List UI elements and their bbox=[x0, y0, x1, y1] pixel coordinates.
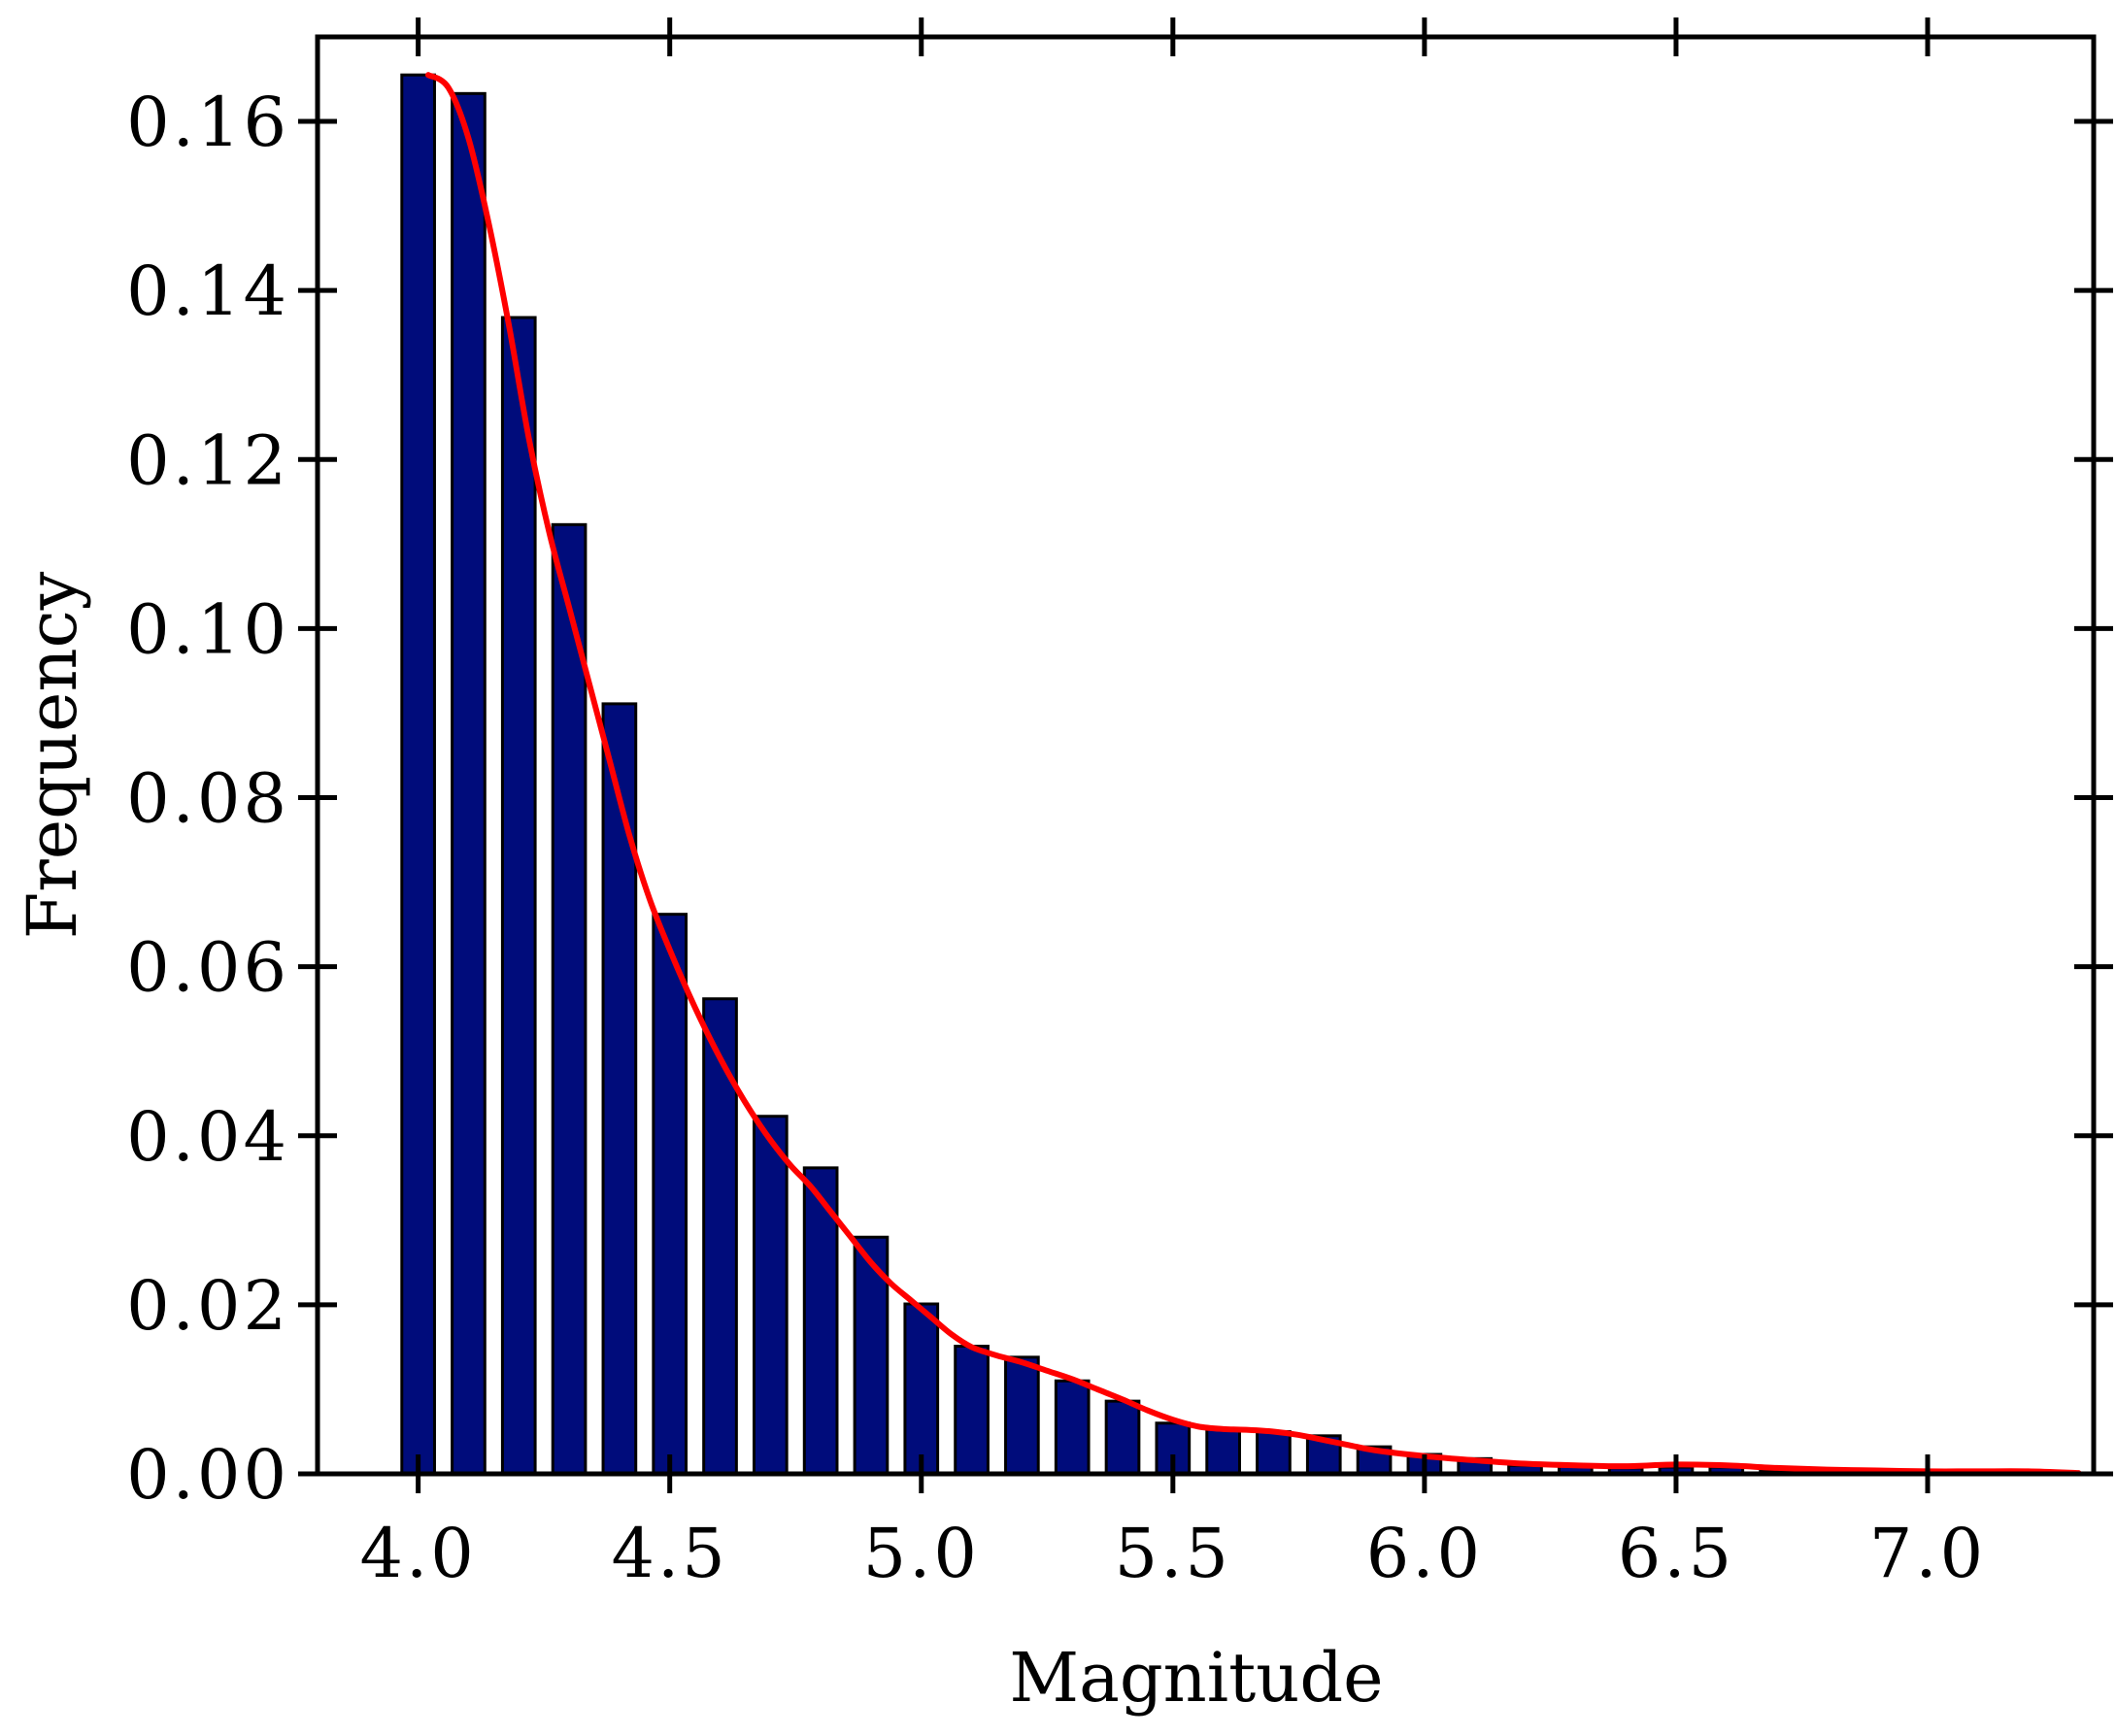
histogram-bar bbox=[1256, 1429, 1292, 1476]
histogram-bar bbox=[702, 997, 738, 1476]
tick-labels-layer: 4.0 4.5 5.0 5.5 6.0 6.5 7.0 0.00 0.02 0.04 0.06 0.0… bbox=[126, 83, 1986, 1593]
x-tick-label: 5.0 bbox=[863, 1514, 980, 1593]
y-tick-label: 0.12 bbox=[126, 420, 289, 500]
y-tick-label: 0.00 bbox=[126, 1435, 289, 1515]
histogram-bar bbox=[903, 1302, 940, 1476]
y-tick-label: 0.16 bbox=[126, 83, 289, 162]
density-curve-layer bbox=[424, 72, 2082, 1477]
histogram-bar bbox=[551, 522, 588, 1476]
y-axis-title: Frequency bbox=[13, 571, 92, 939]
plot-frame bbox=[315, 34, 2097, 1477]
y-tick-label: 0.14 bbox=[126, 251, 289, 331]
y-tick-label: 0.06 bbox=[126, 928, 289, 1008]
x-tick-label: 4.5 bbox=[612, 1514, 728, 1593]
y-tick-label: 0.02 bbox=[126, 1266, 289, 1346]
y-tick-label: 0.08 bbox=[126, 759, 289, 839]
x-tick-label: 7.0 bbox=[1869, 1514, 1986, 1593]
histogram-bar bbox=[601, 702, 638, 1476]
histogram-bar bbox=[500, 316, 537, 1476]
x-axis-title: Magnitude bbox=[1009, 1638, 1383, 1718]
x-tick-label: 4.0 bbox=[359, 1514, 476, 1593]
histogram-bar bbox=[1004, 1355, 1040, 1476]
y-tick-label: 0.10 bbox=[126, 589, 289, 669]
histogram-bar bbox=[1205, 1427, 1241, 1476]
density-curve-line bbox=[424, 72, 2082, 1477]
histogram-bar bbox=[400, 73, 436, 1476]
histogram-bar bbox=[1054, 1379, 1091, 1476]
x-tick-label: 6.5 bbox=[1618, 1514, 1734, 1593]
histogram-bar bbox=[752, 1115, 789, 1476]
histogram-bar bbox=[451, 91, 487, 1476]
histogram-bar bbox=[1305, 1434, 1342, 1476]
bars-layer bbox=[400, 73, 2046, 1476]
histogram-bar bbox=[1104, 1399, 1141, 1476]
x-tick-label: 5.5 bbox=[1115, 1514, 1231, 1593]
x-tick-label: 6.0 bbox=[1366, 1514, 1483, 1593]
y-tick-label: 0.04 bbox=[126, 1097, 289, 1177]
histogram-bar bbox=[954, 1345, 990, 1476]
histogram-bar bbox=[652, 913, 689, 1476]
